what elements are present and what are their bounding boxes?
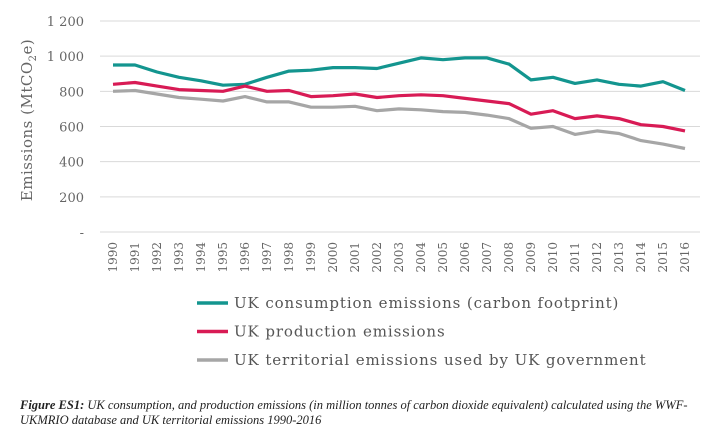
x-tick-label: 1990 — [106, 242, 120, 273]
y-tick-label: 200 — [59, 191, 84, 206]
legend-label: UK consumption emissions (carbon footpri… — [234, 294, 619, 312]
caption-text: UK consumption, and production emissions… — [20, 398, 688, 427]
legend-label: UK production emissions — [234, 323, 446, 341]
x-axis-ticks: 1990 1991 1992 1993 1994 1995 1996 1997 1998 1999… — [106, 242, 692, 273]
x-tick-label: 1993 — [172, 242, 186, 273]
y-tick-label: - — [80, 226, 84, 241]
x-tick-label: 1998 — [282, 242, 296, 273]
y-tick-label: 1 200 — [47, 15, 84, 30]
x-tick-label: 2002 — [370, 242, 384, 273]
y-tick-label: 400 — [59, 156, 84, 171]
x-tick-label: 1995 — [216, 242, 230, 273]
y-tick-label: 800 — [59, 85, 84, 100]
y-tick-label: 1 000 — [47, 50, 84, 65]
x-tick-label: 1999 — [304, 242, 318, 273]
x-tick-label: 2000 — [326, 242, 340, 273]
x-tick-label: 2015 — [656, 242, 670, 273]
series-line-2 — [112, 88, 686, 151]
x-tick-label: 1996 — [238, 242, 252, 273]
x-tick-label: 2008 — [502, 242, 516, 273]
figure-label: Figure ES1: — [20, 398, 85, 412]
x-tick-label: 2006 — [458, 242, 472, 273]
y-axis-label: Emissions (MtCO2e) — [18, 39, 39, 201]
x-tick-label: 2009 — [524, 242, 538, 273]
x-tick-label: 1991 — [128, 242, 142, 273]
x-tick-label: 2005 — [436, 242, 450, 273]
legend-label: UK territorial emissions used by UK gove… — [234, 351, 647, 369]
x-tick-label: 1997 — [260, 242, 274, 273]
legend: UK consumption emissions (carbon footpri… — [197, 294, 647, 369]
x-tick-label: 2014 — [634, 242, 648, 273]
gridlines — [100, 20, 700, 233]
y-axis-ticks: - 200 400 600 800 1 000 1 200 — [47, 15, 84, 241]
x-tick-label: 2007 — [480, 242, 494, 273]
x-tick-label: 2001 — [348, 242, 362, 273]
x-tick-label: 2003 — [392, 242, 406, 273]
x-tick-label: 2011 — [568, 242, 582, 273]
x-tick-label: 2013 — [612, 242, 626, 273]
x-tick-label: 2016 — [678, 242, 692, 273]
series-lines — [112, 56, 686, 151]
x-tick-label: 2004 — [414, 242, 428, 273]
figure-caption: Figure ES1: UK consumption, and producti… — [20, 398, 720, 428]
series-line-0 — [113, 56, 686, 92]
series-line-1 — [112, 80, 686, 133]
y-tick-label: 600 — [59, 121, 84, 136]
x-tick-label: 2012 — [590, 242, 604, 273]
x-tick-label: 1994 — [194, 242, 208, 273]
x-tick-label: 2010 — [546, 242, 560, 273]
x-tick-label: 1992 — [150, 242, 164, 273]
